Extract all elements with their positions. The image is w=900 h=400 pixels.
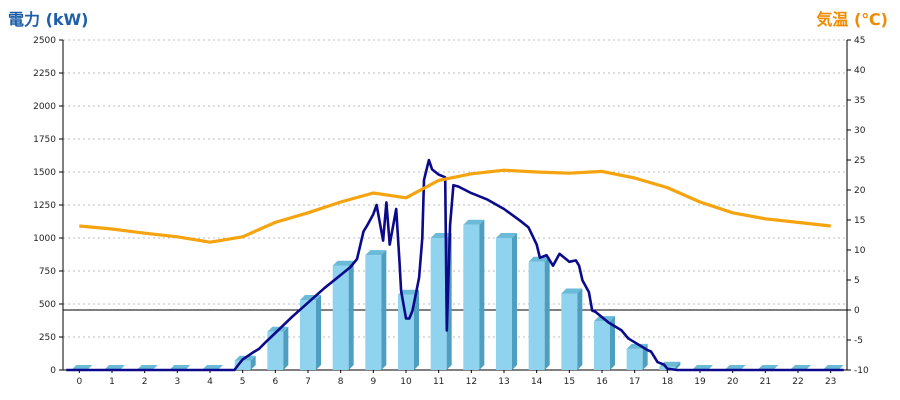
left-tick-label: 2500 [33,36,56,46]
right-axis-title: 気温 (℃) [816,10,888,29]
x-tick-label: 13 [498,377,509,387]
x-tick-label: 9 [370,377,376,387]
x-tick-label: 7 [305,377,311,387]
bar [463,219,485,370]
x-tick-label: 0 [76,377,82,387]
right-tick-label: 45 [854,36,865,46]
left-axis-title: 電力 (kW) [8,10,89,29]
left-tick-label: 250 [39,333,56,343]
x-tick-label: 14 [531,377,543,387]
bar [365,250,387,370]
x-tick-label: 2 [142,377,148,387]
right-tick-label: 20 [854,186,866,196]
x-tick-label: 18 [662,377,674,387]
x-tick-label: 3 [174,377,180,387]
left-tick-label: 1500 [33,168,56,178]
temperature-line [79,168,831,244]
right-tick-label: 0 [854,306,860,316]
right-tick-label: 30 [854,126,866,136]
power-line [66,158,844,372]
x-tick-label: 19 [694,377,706,387]
x-tick-label: 5 [240,377,246,387]
x-tick-label: 1 [109,377,115,387]
right-tick-label: 15 [854,216,865,226]
x-tick-label: 15 [564,377,575,387]
x-tick-label: 11 [433,377,444,387]
x-tick-label: 12 [466,377,477,387]
right-tick-label: -5 [854,336,863,346]
right-tick-label: 5 [854,276,860,286]
left-tick-label: 1750 [33,135,56,145]
x-tick-label: 17 [629,377,640,387]
x-tick-label: 6 [272,377,278,387]
left-tick-label: 2250 [33,69,56,79]
bar [300,295,321,370]
x-tick-label: 20 [727,377,739,387]
bar [496,233,517,370]
bar [594,316,615,370]
bar [561,288,583,370]
left-tick-label: 0 [50,366,56,376]
right-tick-label: 10 [854,246,866,256]
left-tick-label: 750 [39,267,56,277]
x-tick-label: 10 [400,377,412,387]
bar [528,256,550,370]
bar [267,326,289,370]
left-tick-label: 2000 [33,102,56,112]
left-tick-label: 500 [39,300,56,310]
right-tick-label: 35 [854,96,865,106]
left-tick-label: 1250 [33,201,56,211]
x-tick-label: 16 [596,377,608,387]
right-tick-label: 40 [854,66,866,76]
x-tick-label: 4 [207,377,213,387]
x-tick-label: 21 [760,377,771,387]
bar [398,289,419,370]
right-tick-label: 25 [854,156,865,166]
x-tick-label: 8 [338,377,344,387]
right-tick-label: -10 [854,366,869,376]
left-tick-label: 1000 [33,234,56,244]
x-tick-label: 23 [825,377,836,387]
bar [332,260,354,370]
x-tick-label: 22 [792,377,803,387]
